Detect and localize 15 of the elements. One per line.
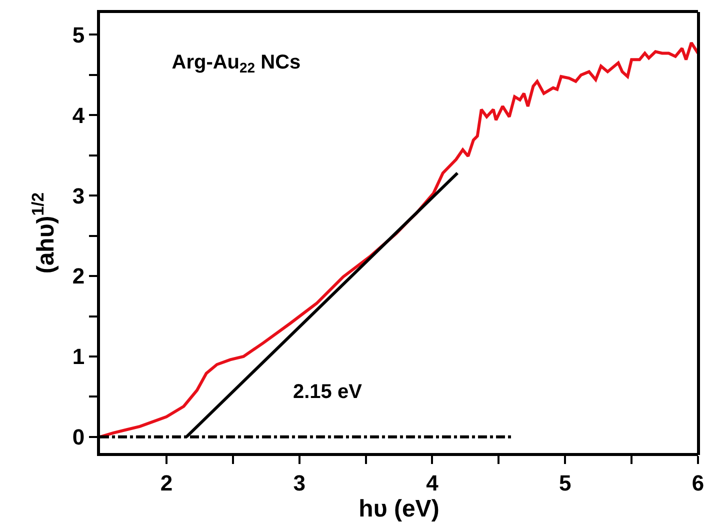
y-tick-label: 4 bbox=[72, 102, 86, 128]
y-tick-label: 5 bbox=[72, 22, 85, 48]
y-tick-label: 1 bbox=[72, 344, 85, 370]
x-tick-label: 5 bbox=[558, 470, 572, 496]
y-tick-label: 0 bbox=[72, 424, 85, 450]
x-tick-label: 6 bbox=[692, 470, 704, 496]
y-tick-label: 2 bbox=[72, 264, 85, 289]
x-axis-title: hυ (eV) bbox=[358, 495, 440, 522]
line-series bbox=[100, 41, 698, 438]
text: Arg-Au$_{22}$ NCs bbox=[172, 51, 301, 76]
y-tick-label: 3 bbox=[72, 183, 85, 208]
x-tick-label: 2 bbox=[160, 470, 173, 496]
x-tick-label: 4 bbox=[426, 470, 440, 496]
annotation: 2.15 eV bbox=[293, 381, 363, 403]
x-tick-label: 3 bbox=[293, 470, 306, 496]
